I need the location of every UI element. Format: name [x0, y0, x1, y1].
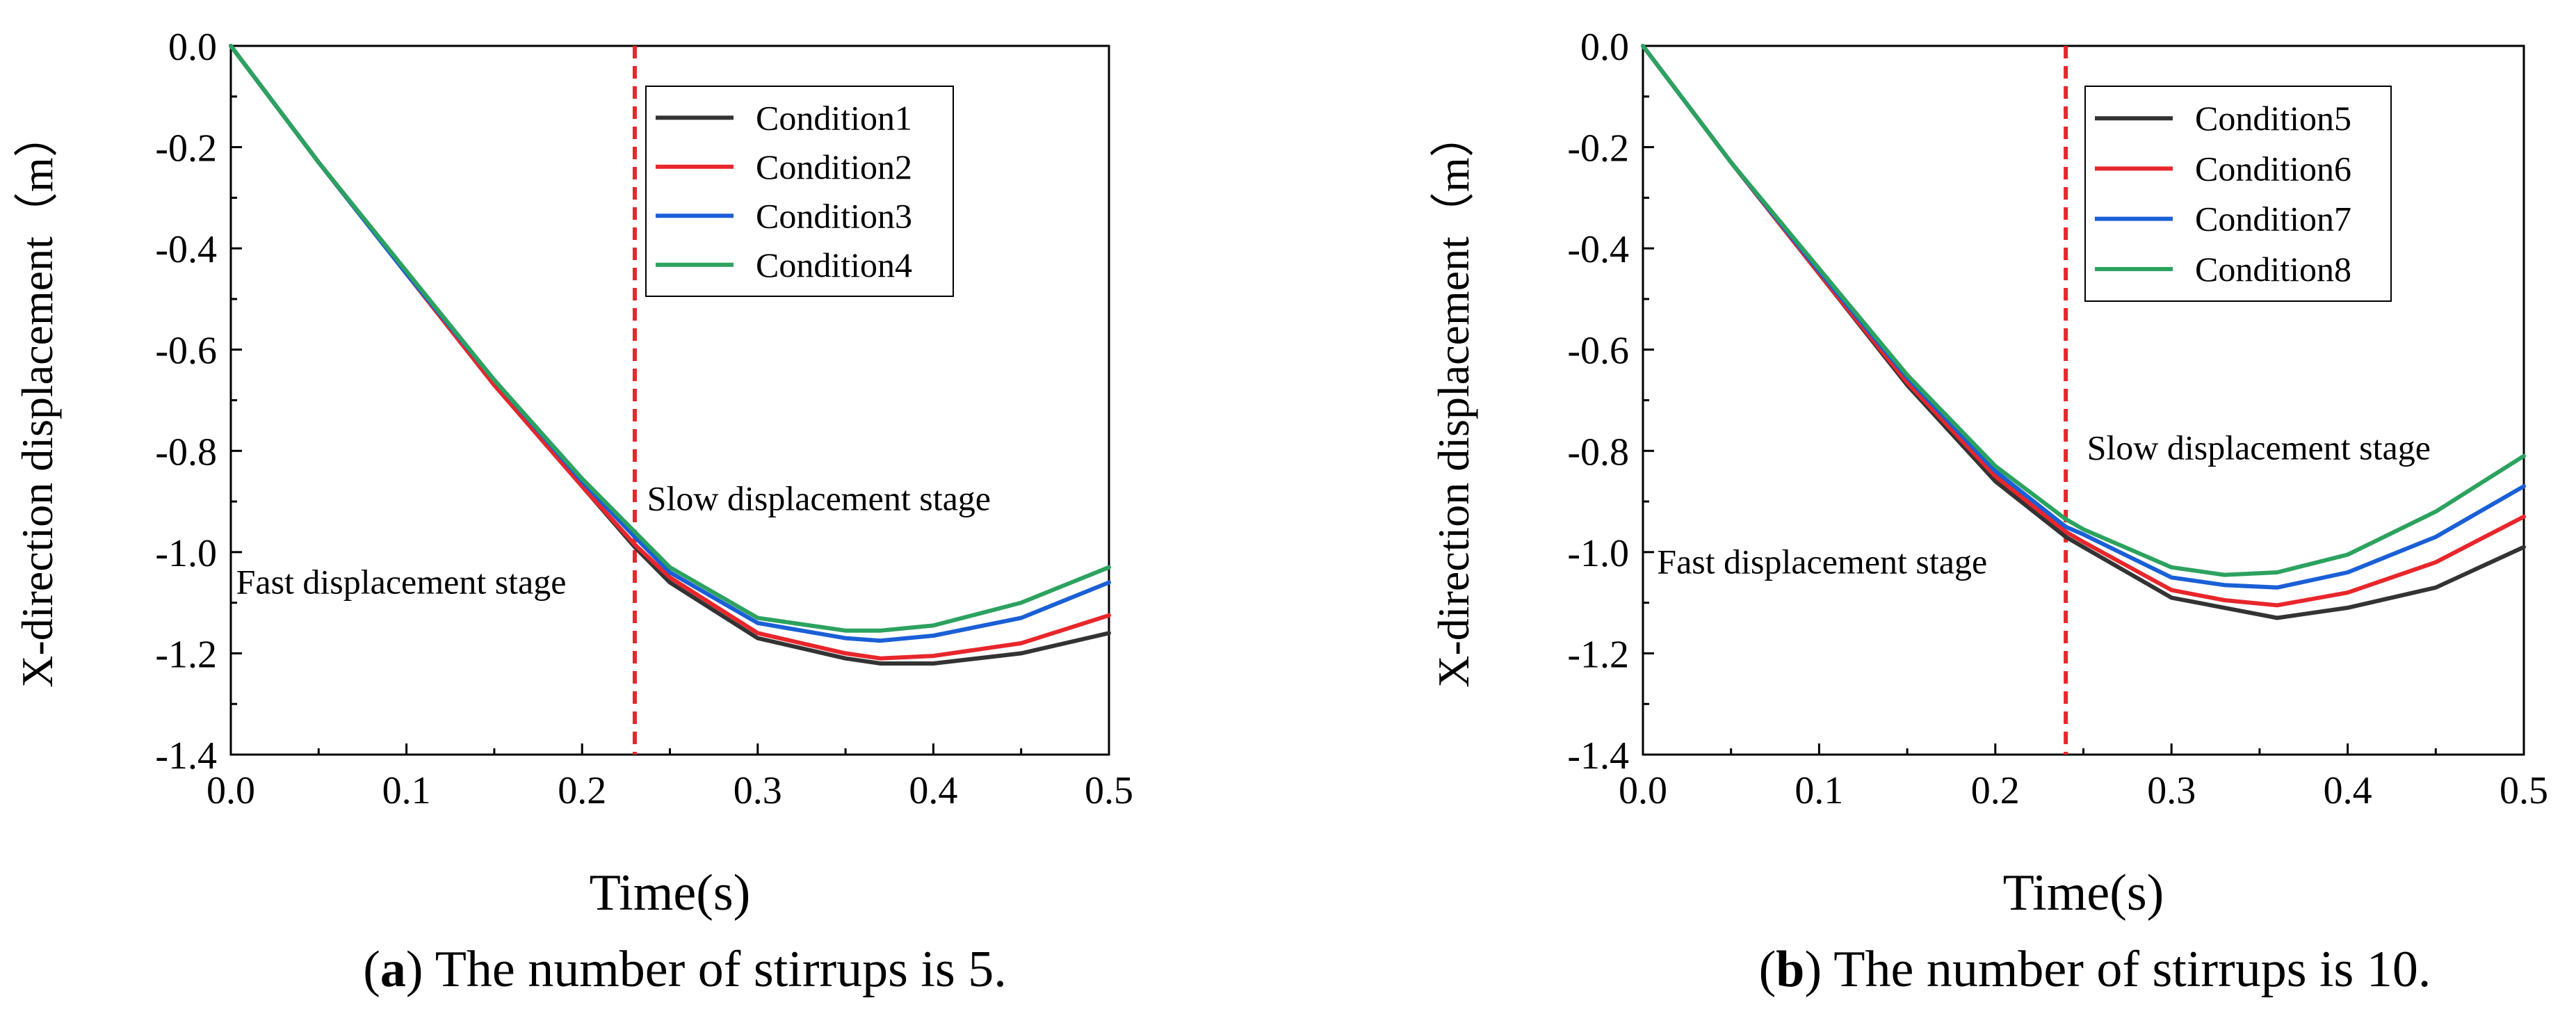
- panel-caption: (a) The number of stirrups is 5.: [363, 941, 1007, 998]
- y-tick-label: 0.0: [1580, 26, 1629, 69]
- x-tick-label: 0.2: [558, 769, 606, 812]
- caption-paren: (: [1759, 941, 1776, 998]
- y-axis-label: X-direction displacement（m）: [13, 113, 62, 687]
- legend-label: Condition1: [756, 98, 912, 137]
- y-tick-label: -0.6: [1567, 330, 1629, 373]
- stage-annotation: Slow displacement stage: [2087, 428, 2431, 467]
- x-axis-label: Time(s): [590, 864, 751, 922]
- legend-label: Condition3: [756, 196, 912, 235]
- x-tick-label: 0.2: [1971, 769, 2020, 812]
- legend-label: Condition8: [2195, 250, 2351, 289]
- chart-panel-a: 0.0 0.1 0.2 0.3 0.4 0.5 0.0 -0.2 -0.4 -0.6 -0.8 -1.…: [13, 26, 1133, 998]
- series-line-condition4: [229, 44, 1111, 633]
- stage-annotation: Fast displacement stage: [1657, 542, 1987, 581]
- legend-label: Condition7: [2195, 200, 2351, 239]
- stage-annotation: Fast displacement stage: [236, 563, 567, 602]
- legend-box: [2084, 86, 2392, 302]
- y-tick-label: -0.6: [155, 330, 217, 373]
- legend-box: [645, 86, 954, 297]
- x-tick-label: 0.1: [382, 769, 431, 812]
- x-tick-label: 0.3: [734, 769, 782, 812]
- legend-label: Condition6: [2195, 149, 2351, 188]
- y-tick-label: -1.0: [155, 532, 217, 575]
- caption-text: The number of stirrups is 10.: [1833, 941, 2431, 998]
- x-tick-label: 0.0: [1619, 769, 1667, 812]
- y-tick-label: -0.2: [155, 127, 217, 170]
- y-tick-label: -0.4: [1567, 228, 1629, 271]
- x-tick-label: 0.3: [2147, 769, 2196, 812]
- caption-text: The number of stirrups is 5.: [435, 941, 1007, 998]
- x-tick-label: 0.0: [206, 769, 255, 812]
- y-tick-label: -0.8: [1567, 430, 1629, 474]
- x-tick-label: 0.5: [2500, 769, 2548, 812]
- caption-panel-label: b: [1776, 941, 1804, 998]
- x-tick-label: 0.1: [1795, 769, 1843, 812]
- caption-paren: (: [363, 941, 380, 998]
- x-axis-label: Time(s): [2003, 864, 2164, 922]
- y-tick-label: -1.2: [155, 633, 217, 676]
- stage-annotation: Slow displacement stage: [647, 478, 991, 517]
- legend-label: Condition2: [756, 147, 912, 186]
- y-tick-label: -1.2: [1567, 633, 1629, 676]
- panel-caption: (b) The number of stirrups is 10.: [1759, 941, 2431, 998]
- y-tick-label: 0.0: [168, 26, 217, 69]
- legend-label: Condition5: [2195, 99, 2351, 138]
- series-line-condition8: [1641, 44, 2526, 577]
- y-tick-label: -1.0: [1567, 532, 1629, 575]
- chart-panel-b: 0.0 0.1 0.2 0.3 0.4 0.5 0.0 -0.2 -0.4 -0.6 -0.8 -1.…: [1429, 26, 2548, 998]
- y-tick-label: -0.2: [1567, 127, 1629, 170]
- y-axis-label: X-direction displacement（m）: [1429, 113, 1478, 687]
- caption-panel-label: a: [380, 941, 406, 998]
- y-tick-label: -1.4: [1567, 734, 1629, 778]
- caption-paren: ): [406, 941, 435, 998]
- y-tick-label: -1.4: [155, 734, 217, 778]
- y-tick-label: -0.4: [155, 228, 217, 271]
- legend-label: Condition4: [756, 246, 912, 284]
- y-tick-label: -0.8: [155, 430, 217, 474]
- x-tick-label: 0.4: [2324, 769, 2372, 812]
- caption-paren: ): [1804, 941, 1833, 998]
- x-tick-label: 0.4: [909, 769, 957, 812]
- x-tick-label: 0.5: [1085, 769, 1133, 812]
